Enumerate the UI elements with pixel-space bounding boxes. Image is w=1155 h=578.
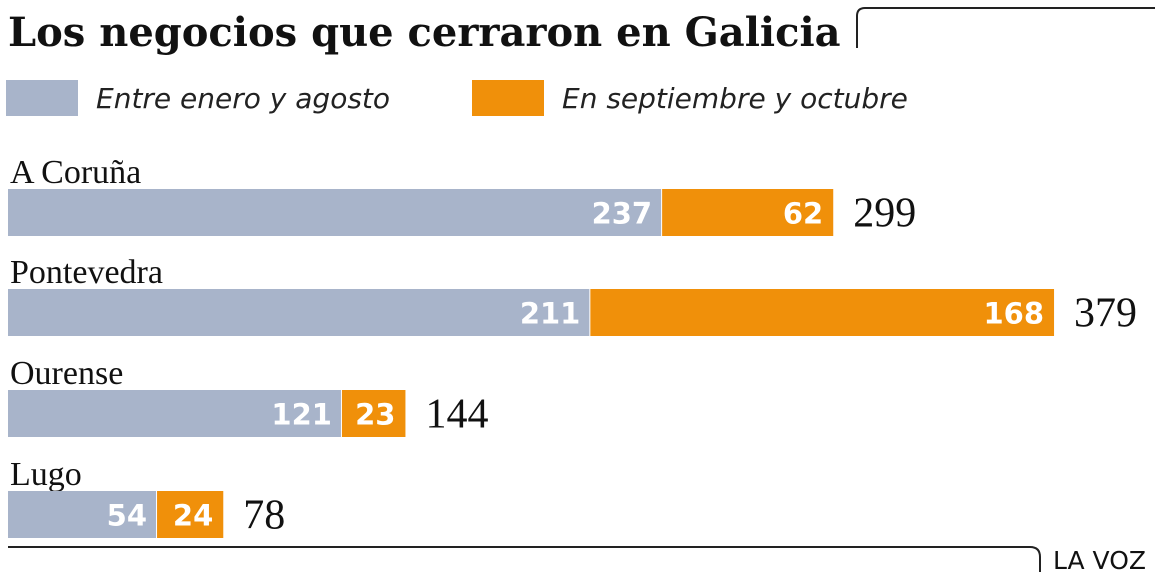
baseline bbox=[8, 546, 1041, 572]
bar-segment bbox=[662, 189, 834, 236]
bar-segment bbox=[8, 390, 342, 437]
category-label: A Coruña bbox=[10, 154, 141, 191]
bar-segment bbox=[8, 491, 158, 538]
bar-value-label: 62 bbox=[783, 197, 823, 231]
bar-value-label: 24 bbox=[173, 499, 213, 533]
bar-value-label: 23 bbox=[355, 398, 395, 432]
bar-segment bbox=[8, 189, 663, 236]
bar-value-label: 54 bbox=[107, 499, 147, 533]
total-label: 379 bbox=[1074, 291, 1137, 337]
legend-label-2: En septiembre y octubre bbox=[562, 82, 908, 115]
category-label: Lugo bbox=[10, 456, 82, 493]
bar-value-label: 211 bbox=[520, 297, 581, 331]
category-label: Ourense bbox=[10, 355, 123, 392]
bars: A Coruña 237 62 299 Pontevedra 211 168 379 Ouren… bbox=[8, 154, 1137, 539]
legend-label-1: Entre enero y agosto bbox=[96, 82, 390, 115]
bar-value-label: 121 bbox=[271, 398, 332, 432]
bar-value-label: 168 bbox=[983, 297, 1044, 331]
bar-segment bbox=[590, 289, 1055, 336]
category-label: Pontevedra bbox=[10, 254, 163, 291]
bar-segment bbox=[341, 390, 406, 437]
legend: Entre enero y agosto En septiembre y octu… bbox=[6, 80, 908, 116]
total-label: 144 bbox=[425, 392, 488, 438]
source-label: LA VOZ bbox=[1053, 546, 1146, 575]
title-bracket bbox=[856, 7, 1155, 48]
bar-segment bbox=[157, 491, 224, 538]
legend-swatch-2 bbox=[472, 80, 544, 116]
total-label: 78 bbox=[243, 493, 285, 539]
total-label: 299 bbox=[853, 191, 916, 237]
chart-title: Los negocios que cerraron en Galicia bbox=[8, 9, 841, 56]
legend-swatch-1 bbox=[6, 80, 78, 116]
bar-value-label: 237 bbox=[592, 197, 653, 231]
bar-segment bbox=[8, 289, 591, 336]
